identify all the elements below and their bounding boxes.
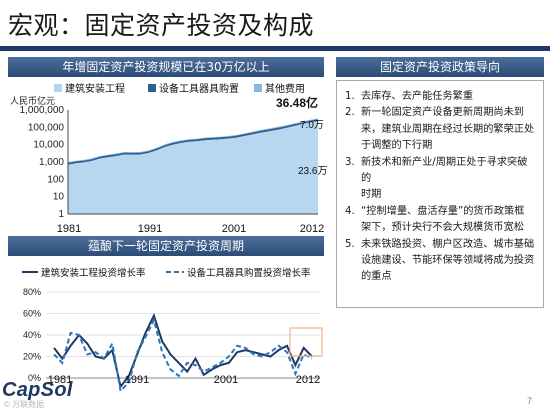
policy-item-4: 4. “控制增量、盘活存量”的货币政策框 架下，预计央行不会大规模货币宽松 bbox=[345, 204, 537, 237]
policy-list: 1. 去库存、去产能任务繁重 2. 新一轮固定资产设备更新周期尚未到 来，建筑业周期在经… bbox=[337, 81, 543, 286]
policy-item-line: 未来铁路投资、棚户区改造、城市基础 bbox=[361, 238, 535, 250]
policy-item-text: 新技术和新产业/周期正处于寻求突破的时期 bbox=[361, 155, 537, 204]
y-tick-label: 1,000,000 bbox=[20, 105, 65, 116]
policy-item-line: 新一轮固定资产设备更新周期尚未到 bbox=[361, 107, 524, 119]
bottom-chart-banner: 蕴酿下一轮固定资产投资周期 bbox=[8, 236, 324, 256]
legend-label: 设备工具器具购置 bbox=[159, 82, 239, 95]
policy-item-line: 去库存、去产能任务繁重 bbox=[361, 91, 474, 102]
policy-item-line: 于调整的下行期 bbox=[361, 140, 433, 152]
policy-item-line: 时期 bbox=[361, 189, 382, 201]
x-tick-label: 1991 bbox=[138, 223, 162, 235]
policy-box: 1. 去库存、去产能任务繁重 2. 新一轮固定资产设备更新周期尚未到 来，建筑业周期在经… bbox=[336, 80, 544, 308]
slide-title: 宏观：固定资产投资及构成 bbox=[8, 11, 315, 40]
y-tick-label: 100 bbox=[47, 174, 64, 185]
legend-label: 设备工具器具购置投资增长率 bbox=[187, 267, 311, 279]
y-tick-label: 1,000 bbox=[39, 157, 64, 168]
policy-item-line: 的重点 bbox=[361, 271, 392, 283]
policy-item-line: 来，建筑业周期在经过长期的繁荣正处 bbox=[361, 123, 535, 135]
legend-label: 建筑安装工程 bbox=[65, 82, 125, 95]
x-tick-label: 2001 bbox=[222, 223, 246, 235]
x-tick-label: 2012 bbox=[300, 223, 324, 235]
y-tick-label: 100,000 bbox=[28, 122, 65, 133]
policy-item-2: 2. 新一轮固定资产设备更新周期尚未到 来，建筑业周期在经过长期的繁荣正处 于调整的下… bbox=[345, 105, 537, 154]
construction-area bbox=[68, 121, 318, 214]
x-tick-label: 1981 bbox=[48, 374, 72, 386]
legend-label: 其他费用 bbox=[265, 82, 305, 95]
total-callout: 36.48亿 bbox=[276, 95, 318, 110]
policy-item-text: 去库存、去产能任务繁重 bbox=[361, 89, 537, 105]
y-tick-label: 10 bbox=[53, 192, 65, 203]
y-tick-label: 20% bbox=[23, 352, 41, 362]
construction-annotation: 23.6万 bbox=[298, 166, 327, 177]
investment-growth-chart: 0% 20% 40% 60% 80% 1981 1991 2001 2012 建筑安装工程投资增长… bbox=[22, 267, 323, 394]
title-rule bbox=[0, 46, 550, 51]
y-tick-label: 10,000 bbox=[33, 140, 64, 151]
investment-scale-chart: 人民币亿元 1 10 100 1,000 10,000 100,000 1,000,000 19… bbox=[10, 82, 327, 235]
policy-item-text: 未来铁路投资、棚户区改造、城市基础 设施建设、节能环保等领域将成为投资 的重点 bbox=[361, 237, 537, 286]
page-number: 7 bbox=[527, 396, 533, 406]
recent-highlight-box bbox=[289, 327, 323, 357]
policy-item-line: 架下，预计央行不会大规模货币宽松 bbox=[361, 222, 524, 234]
construction-growth-line bbox=[53, 312, 313, 389]
x-tick-label: 2012 bbox=[296, 374, 320, 386]
policy-item-5: 5. 未来铁路投资、棚户区改造、城市基础 设施建设、节能环保等领域将成为投资 的重点 bbox=[345, 237, 537, 286]
legend-swatch bbox=[254, 84, 262, 92]
other-area bbox=[68, 118, 318, 163]
policy-item-number: 3. bbox=[345, 156, 355, 168]
legend-swatch bbox=[54, 84, 62, 92]
capsol-logo: CapSol bbox=[2, 379, 73, 401]
policy-item-line: 设施建设、节能环保等领域将成为投资 bbox=[361, 255, 535, 267]
y-tick-label: 1 bbox=[58, 209, 64, 220]
policy-item-number: 4. bbox=[345, 205, 355, 217]
top-chart-banner: 年增固定资产投资规模已在30万亿以上 bbox=[8, 57, 324, 77]
x-tick-label: 1991 bbox=[125, 374, 149, 386]
policy-item-line: “控制增量、盘活存量”的货币政策框 bbox=[361, 205, 525, 217]
policy-item-number: 5. bbox=[345, 238, 355, 250]
policy-item-text: “控制增量、盘活存量”的货币政策框 架下，预计央行不会大规模货币宽松 bbox=[361, 204, 537, 237]
y-axis-label: 人民币亿元 bbox=[10, 95, 55, 106]
policy-item-text: 新一轮固定资产设备更新周期尚未到 来，建筑业周期在经过长期的繁荣正处 于调整的下行期 bbox=[361, 105, 537, 154]
y-tick-label: 60% bbox=[23, 309, 41, 319]
equipment-growth-line bbox=[53, 317, 313, 394]
policy-item-number: 2. bbox=[345, 107, 355, 119]
x-tick-label: 1981 bbox=[57, 223, 81, 235]
policy-item-1: 1. 去库存、去产能任务繁重 bbox=[345, 89, 537, 105]
policy-banner: 固定资产投资政策导向 bbox=[336, 57, 544, 77]
policy-item-number: 1. bbox=[345, 91, 355, 102]
y-tick-label: 0% bbox=[28, 373, 41, 383]
policy-item-line: 新技术和新产业/周期正处于寻求突破的 bbox=[361, 156, 528, 185]
legend-swatch bbox=[148, 84, 156, 92]
y-tick-label: 40% bbox=[23, 330, 41, 340]
equipment-annotation: 7.0万 bbox=[300, 120, 324, 131]
watermark: © 万联数据 bbox=[4, 400, 45, 409]
x-tick-label: 2001 bbox=[214, 374, 238, 386]
policy-item-3: 3. 新技术和新产业/周期正处于寻求突破的时期 bbox=[345, 155, 537, 204]
y-tick-label: 80% bbox=[23, 287, 41, 297]
legend-label: 建筑安装工程投资增长率 bbox=[41, 267, 146, 279]
equipment-area bbox=[68, 119, 318, 165]
